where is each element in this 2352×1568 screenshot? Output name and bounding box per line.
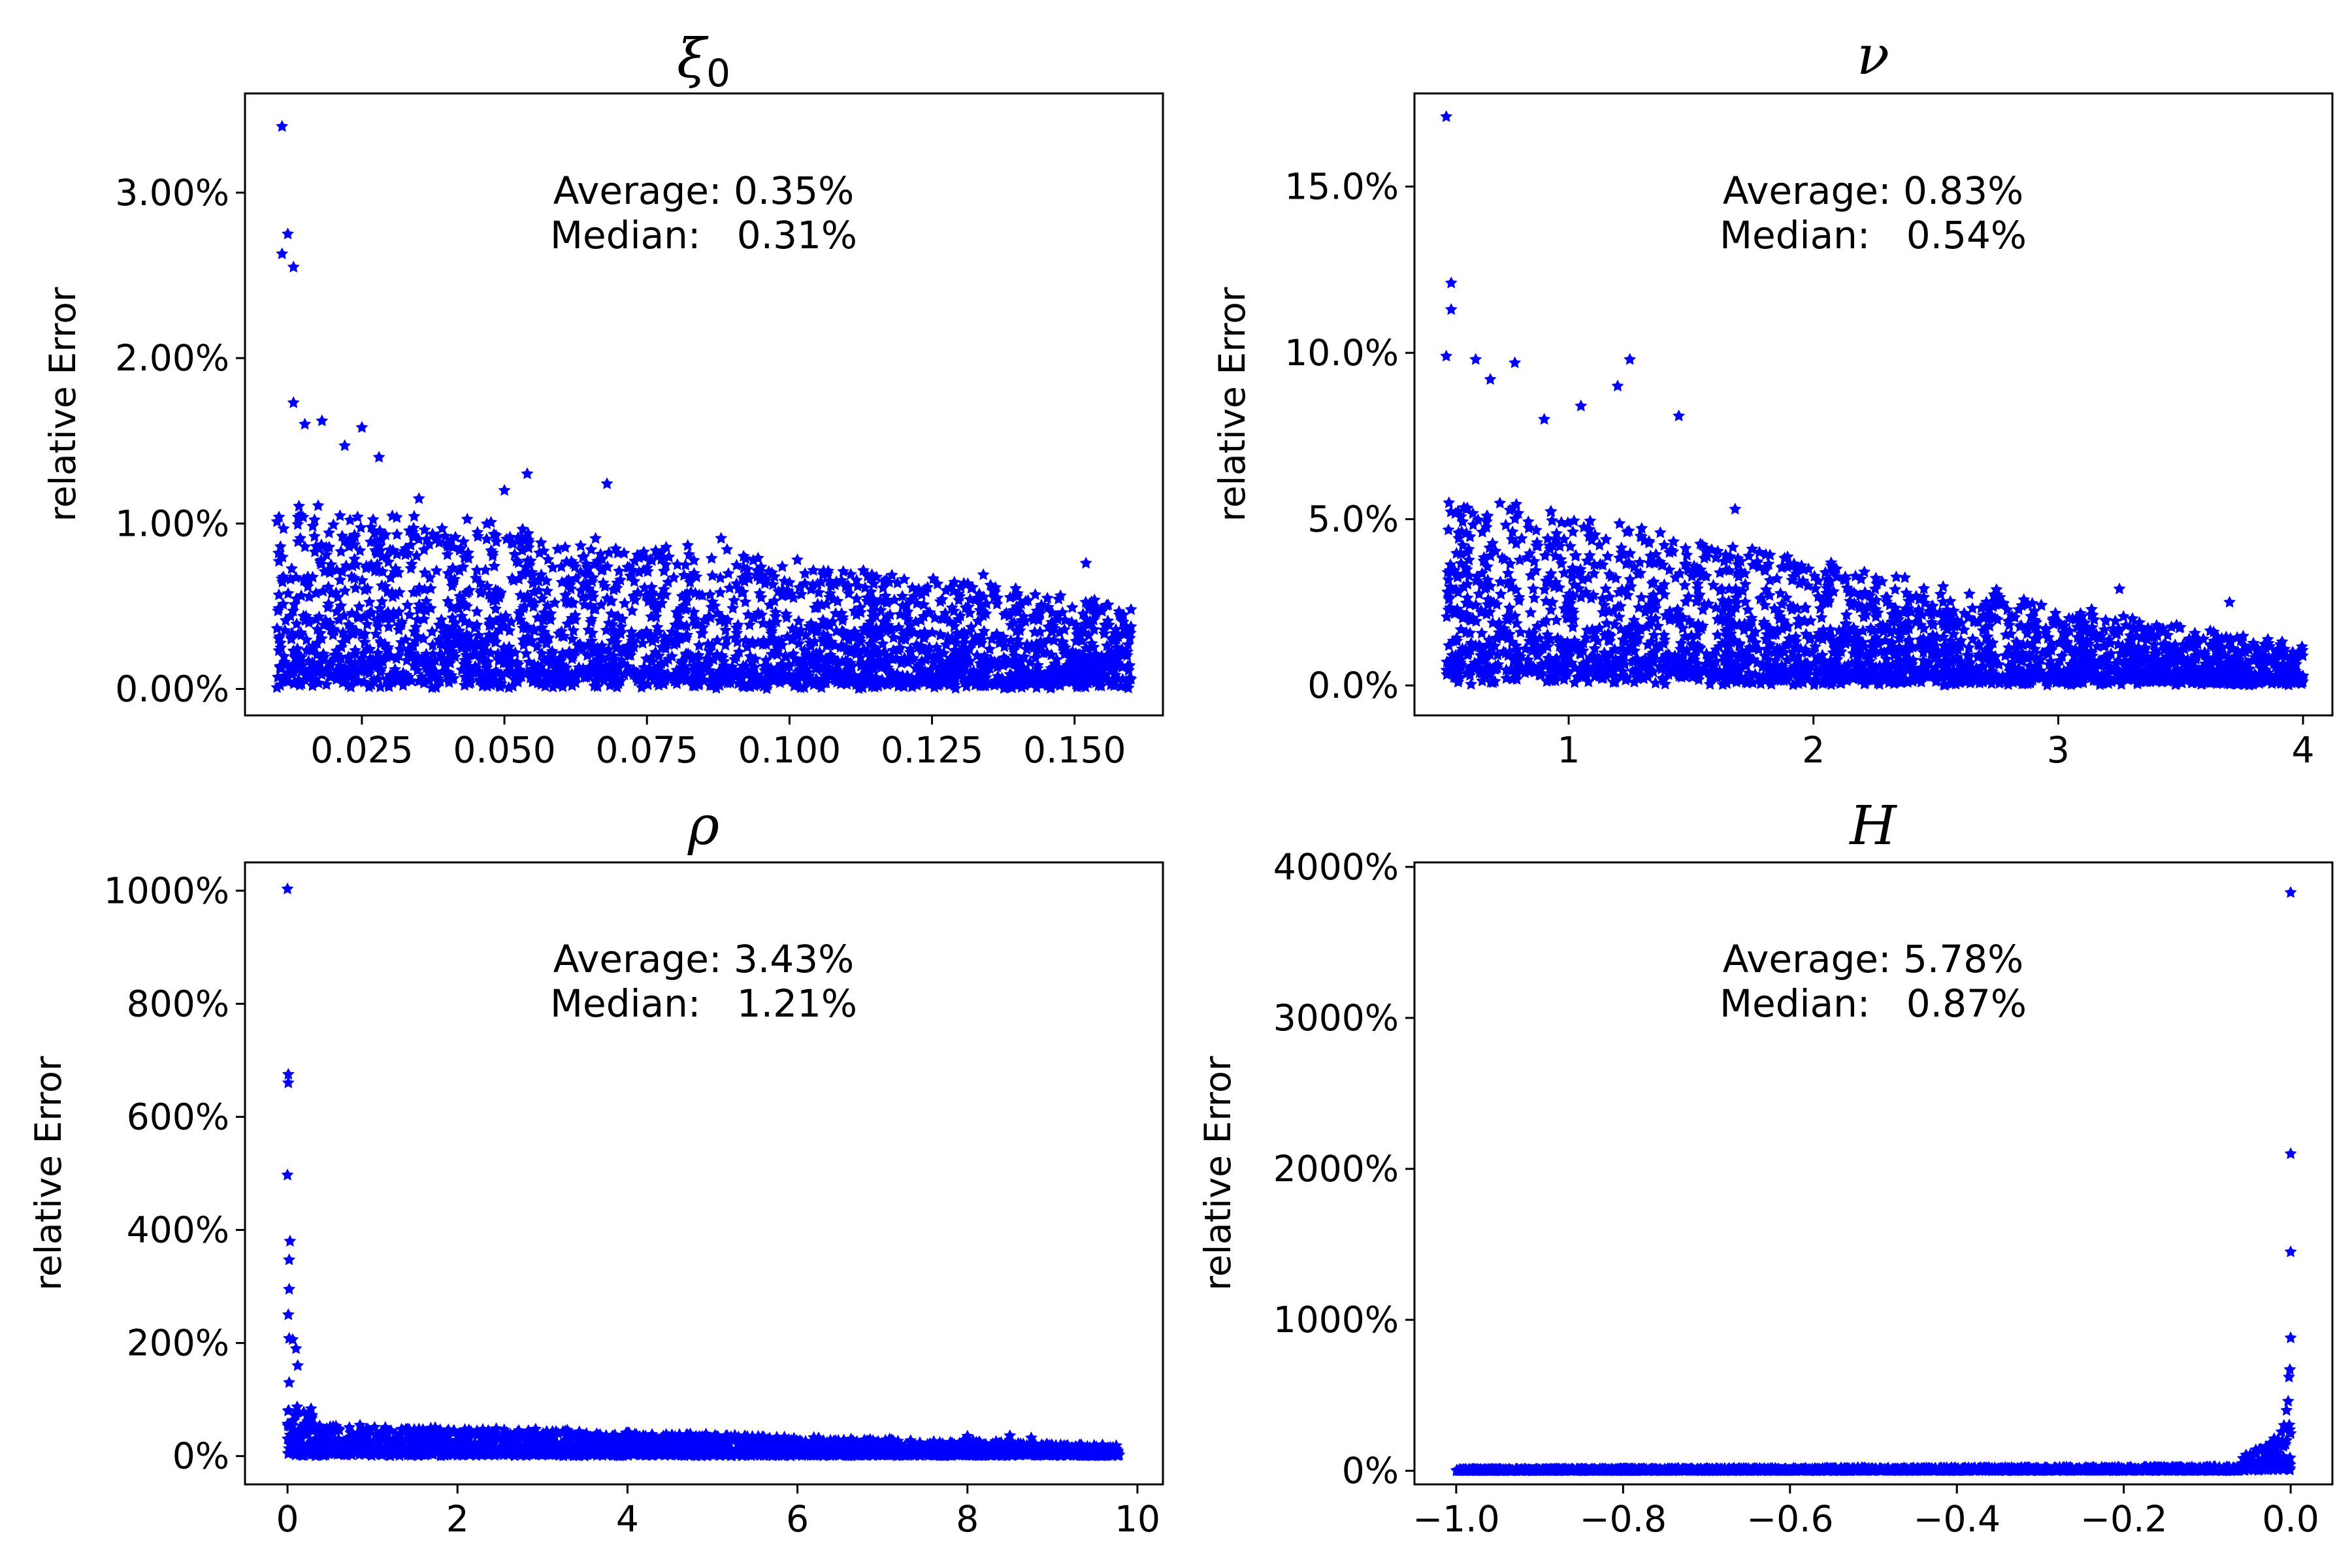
outlier-point — [412, 492, 425, 504]
outlier-point — [715, 532, 728, 544]
data-point — [719, 623, 732, 636]
axis-ticks: 0.025 0.050 0.075 0.100 0.125 0.150 0.00% 1.00%… — [115, 172, 1126, 771]
data-point — [1550, 613, 1563, 626]
data-point — [367, 513, 380, 525]
outlier-point — [372, 451, 385, 463]
data-point — [1475, 627, 1488, 639]
data-point — [618, 596, 631, 609]
data-point — [338, 584, 351, 596]
data-point — [308, 530, 321, 542]
data-point — [1654, 526, 1667, 538]
data-point — [1524, 606, 1537, 618]
subplot-nu: 1 2 3 40.0%5.0%10.0%15.0% ν relative Error … — [1211, 25, 2334, 771]
data-point — [1442, 523, 1455, 536]
plot-frame — [244, 92, 1164, 717]
data-point — [1899, 571, 1912, 583]
y-tick-label: 1.00% — [115, 502, 229, 544]
y-tick-label: 3.00% — [115, 172, 229, 214]
data-point — [791, 553, 804, 566]
data-point — [470, 564, 483, 576]
data-point — [589, 532, 602, 544]
data-point — [776, 560, 789, 572]
x-tick-label: 0.050 — [453, 729, 555, 771]
data-point — [270, 622, 284, 634]
data-point — [1889, 570, 1903, 583]
data-point — [354, 521, 367, 533]
x-tick-label: 0.075 — [595, 729, 698, 771]
chart-title: ξ0 — [677, 28, 730, 95]
data-point — [534, 536, 547, 548]
y-tick-label: 0.00% — [115, 668, 229, 710]
data-point — [363, 595, 376, 608]
outlier-point — [281, 227, 295, 240]
data-point — [713, 586, 727, 598]
outlier-point — [316, 414, 329, 427]
data-point — [312, 499, 325, 512]
data-point — [574, 539, 587, 551]
data-point — [274, 540, 287, 552]
data-point — [1041, 591, 1054, 604]
outlier-point — [276, 247, 289, 259]
data-point — [1514, 626, 1527, 638]
data-point — [1499, 518, 1512, 531]
outlier-point — [977, 568, 990, 580]
data-point — [1613, 517, 1626, 529]
data-point — [706, 569, 719, 581]
average-annotation: Average: 0.35% — [553, 169, 854, 213]
data-point — [470, 605, 483, 617]
data-point — [488, 559, 501, 572]
data-point — [807, 564, 820, 576]
y-axis-label: relative Error — [42, 287, 84, 521]
data-point — [353, 600, 366, 612]
outlier-point — [287, 260, 300, 272]
data-point — [1963, 587, 1976, 600]
outlier-point — [521, 467, 534, 480]
outlier-point — [355, 421, 368, 433]
data-point — [1494, 497, 1507, 509]
data-point — [792, 615, 806, 627]
y-tick-label: 2.00% — [115, 337, 229, 379]
data-point — [1566, 525, 1580, 538]
data-point — [1667, 535, 1680, 547]
data-point — [461, 512, 474, 525]
data-point — [391, 528, 404, 540]
x-tick-label: 0.150 — [1023, 729, 1126, 771]
data-point — [293, 499, 306, 512]
outlier-point — [287, 396, 300, 408]
data-point — [408, 510, 421, 522]
data-point — [1936, 580, 1950, 593]
data-point — [1635, 591, 1648, 603]
outlier-point — [498, 483, 511, 496]
data-point — [355, 574, 368, 586]
x-tick-label: 0.025 — [310, 729, 413, 771]
data-point — [704, 588, 717, 600]
data-point — [1443, 496, 1456, 508]
data-point — [1569, 549, 1582, 562]
data-point — [1889, 583, 1902, 595]
outlier-point — [1079, 557, 1092, 569]
data-point — [1726, 540, 1739, 553]
data-point — [1501, 566, 1514, 579]
x-tick-label: 0.100 — [738, 729, 841, 771]
data-point — [430, 564, 443, 576]
data-point — [401, 598, 414, 611]
data-point — [323, 526, 336, 538]
outlier-point — [338, 439, 351, 451]
outlier-point — [299, 417, 312, 430]
data-point — [333, 509, 347, 521]
data-point — [721, 543, 734, 555]
data-point — [739, 595, 752, 608]
data-point — [1544, 505, 1558, 517]
data-point — [1494, 587, 1507, 600]
outlier-point — [600, 477, 613, 489]
x-tick-label: 0.125 — [881, 729, 983, 771]
outlier-point — [276, 120, 289, 132]
subplot-xi0: 0.025 0.050 0.075 0.100 0.125 0.150 0.00% 1.00%… — [42, 28, 1164, 771]
median-annotation: Median: 0.31% — [550, 213, 857, 257]
data-point — [681, 539, 694, 551]
data-point — [376, 595, 389, 608]
data-point — [1527, 582, 1540, 595]
data-point — [705, 551, 718, 564]
